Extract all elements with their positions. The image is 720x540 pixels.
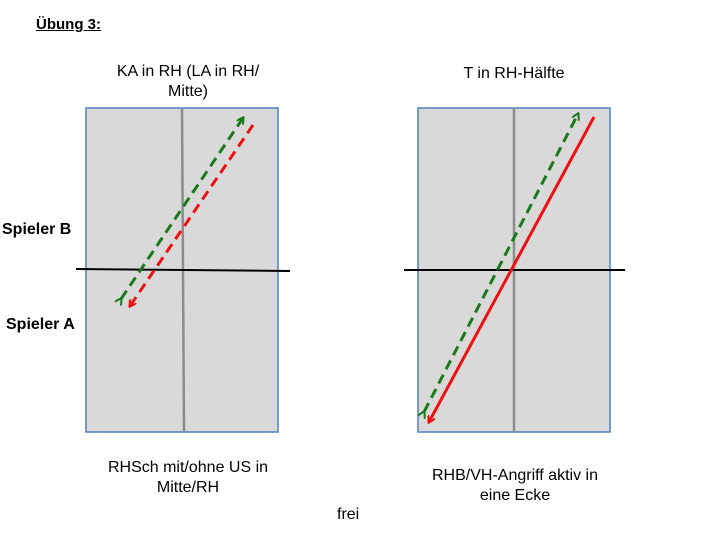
footer-note: frei — [337, 506, 360, 523]
right-bottom-caption-line1: RHB/VH-Angriff aktiv in — [432, 467, 598, 484]
right-red-arrow — [429, 116, 596, 422]
player-b-label: Spieler B — [2, 221, 72, 238]
left-top-caption-line1: KA in RH (LA in RH/ — [116, 63, 260, 80]
player-a-label: Spieler A — [6, 316, 75, 333]
exercise-title: Übung 3: — [36, 16, 101, 33]
right-bottom-caption: RHB/VH-Angriff aktiv in eine Ecke — [395, 466, 635, 506]
left-bottom-caption: RHSch mit/ohne US in Mitte/RH — [68, 458, 308, 498]
left-top-caption: KA in RH (LA in RH/ Mitte) — [68, 62, 308, 102]
right-table — [404, 107, 625, 433]
right-top-caption: T in RH-Hälfte — [394, 64, 634, 84]
left-bottom-caption-line1: RHSch mit/ohne US in — [107, 459, 269, 476]
left-bottom-caption-line2: Mitte/RH — [156, 479, 220, 496]
right-top-caption-text: T in RH-Hälfte — [463, 65, 565, 82]
left-red-arrow — [130, 124, 255, 306]
right-green-arrow — [424, 114, 578, 412]
right-bottom-caption-line2: eine Ecke — [479, 487, 551, 504]
left-top-caption-line2: Mitte) — [168, 83, 208, 100]
left-green-arrow — [121, 118, 243, 299]
left-table — [75, 107, 291, 433]
